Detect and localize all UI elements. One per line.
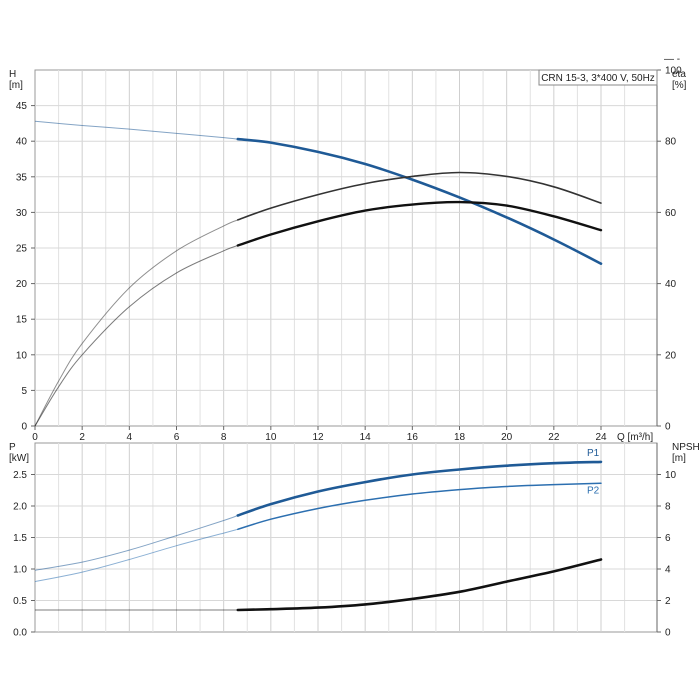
series-p2-extension (34, 528, 238, 583)
y-right-tick-label: 10 (665, 470, 677, 481)
y-left-tick-label: 45 (16, 101, 28, 112)
y-left-tick-label: 10 (16, 350, 28, 361)
series-curve-line (236, 137, 603, 265)
y-right-axis-title: [%] (672, 80, 687, 91)
y-right-tick-label: 60 (665, 208, 677, 219)
y-left-tick-label: 0.0 (13, 628, 27, 639)
y-left-axis-title: [kW] (9, 453, 29, 464)
series-curve-extension (34, 245, 238, 427)
x-tick-label: 22 (548, 432, 560, 443)
x-tick-label: 14 (360, 432, 372, 443)
y-right-tick-label: 6 (665, 533, 671, 544)
corner-legend-marker: — - (664, 54, 680, 65)
x-axis-title: Q [m³/h] (617, 432, 653, 443)
series-p1-line (236, 460, 603, 517)
y-right-axis-title: eta (672, 69, 686, 80)
y-left-tick-label: 35 (16, 172, 28, 183)
x-tick-label: 2 (79, 432, 85, 443)
y-left-tick-label: 0.5 (13, 596, 27, 607)
y-right-tick-label: 8 (665, 502, 671, 513)
y-left-tick-label: 25 (16, 244, 28, 255)
y-right-tick-label: 0 (665, 422, 671, 433)
x-tick-label: 8 (221, 432, 227, 443)
x-tick-label: 16 (407, 432, 419, 443)
x-tick-label: 20 (501, 432, 513, 443)
series-p1-label: P1 (587, 448, 600, 459)
series-p2-line (237, 482, 602, 531)
series-curve-line (237, 171, 602, 221)
y-left-axis-title: P (9, 442, 16, 453)
x-tick-label: 18 (454, 432, 466, 443)
x-tick-label: 24 (595, 432, 607, 443)
x-tick-label: 10 (265, 432, 277, 443)
x-tick-label: 6 (174, 432, 180, 443)
y-left-tick-label: 1.5 (13, 533, 27, 544)
y-right-tick-label: 100 (665, 66, 682, 77)
y-right-tick-label: 80 (665, 137, 677, 148)
x-tick-label: 4 (127, 432, 133, 443)
y-right-tick-label: 0 (665, 628, 671, 639)
series-curve-extension (34, 219, 238, 427)
y-right-axis-title: [m] (672, 453, 686, 464)
head-efficiency-panel: 051015202530354045020406080100H[m]eta[%]… (9, 66, 687, 444)
y-right-tick-label: 2 (665, 596, 671, 607)
x-tick-label: 12 (312, 432, 324, 443)
model-box (538, 69, 658, 86)
y-left-tick-label: 20 (16, 279, 28, 290)
y-right-axis-title: NPSH (672, 442, 700, 453)
y-right-tick-label: 4 (665, 565, 671, 576)
x-tick-label: 0 (32, 432, 38, 443)
series-curve-line (236, 200, 603, 247)
y-left-tick-label: 2.5 (13, 470, 27, 481)
y-left-tick-label: 15 (16, 315, 28, 326)
y-left-axis-title: [m] (9, 80, 23, 91)
y-left-tick-label: 1.0 (13, 565, 27, 576)
y-left-tick-label: 30 (16, 208, 28, 219)
series-curve-line (236, 558, 603, 612)
y-left-tick-label: 0 (21, 422, 27, 433)
y-left-tick-label: 2.0 (13, 502, 27, 513)
y-left-tick-label: 40 (16, 137, 28, 148)
power-npsh-panel: 0.0 0.5 1.0 1.5 2.0 2.5 0 2 4 6 8 10 P[kW] NPSH[m] P1 P… (9, 442, 700, 639)
y-left-tick-label: 5 (21, 386, 27, 397)
series-p1-extension (34, 515, 238, 571)
y-left-axis-title: H (9, 69, 16, 80)
series-curve-extension (34, 120, 238, 140)
y-right-tick-label: 40 (665, 279, 677, 290)
chart-title: CRN 15-3, 3*400 V, 50Hz (541, 73, 655, 84)
series-p2-label: P2 (587, 485, 600, 496)
y-right-tick-label: 20 (665, 350, 677, 361)
